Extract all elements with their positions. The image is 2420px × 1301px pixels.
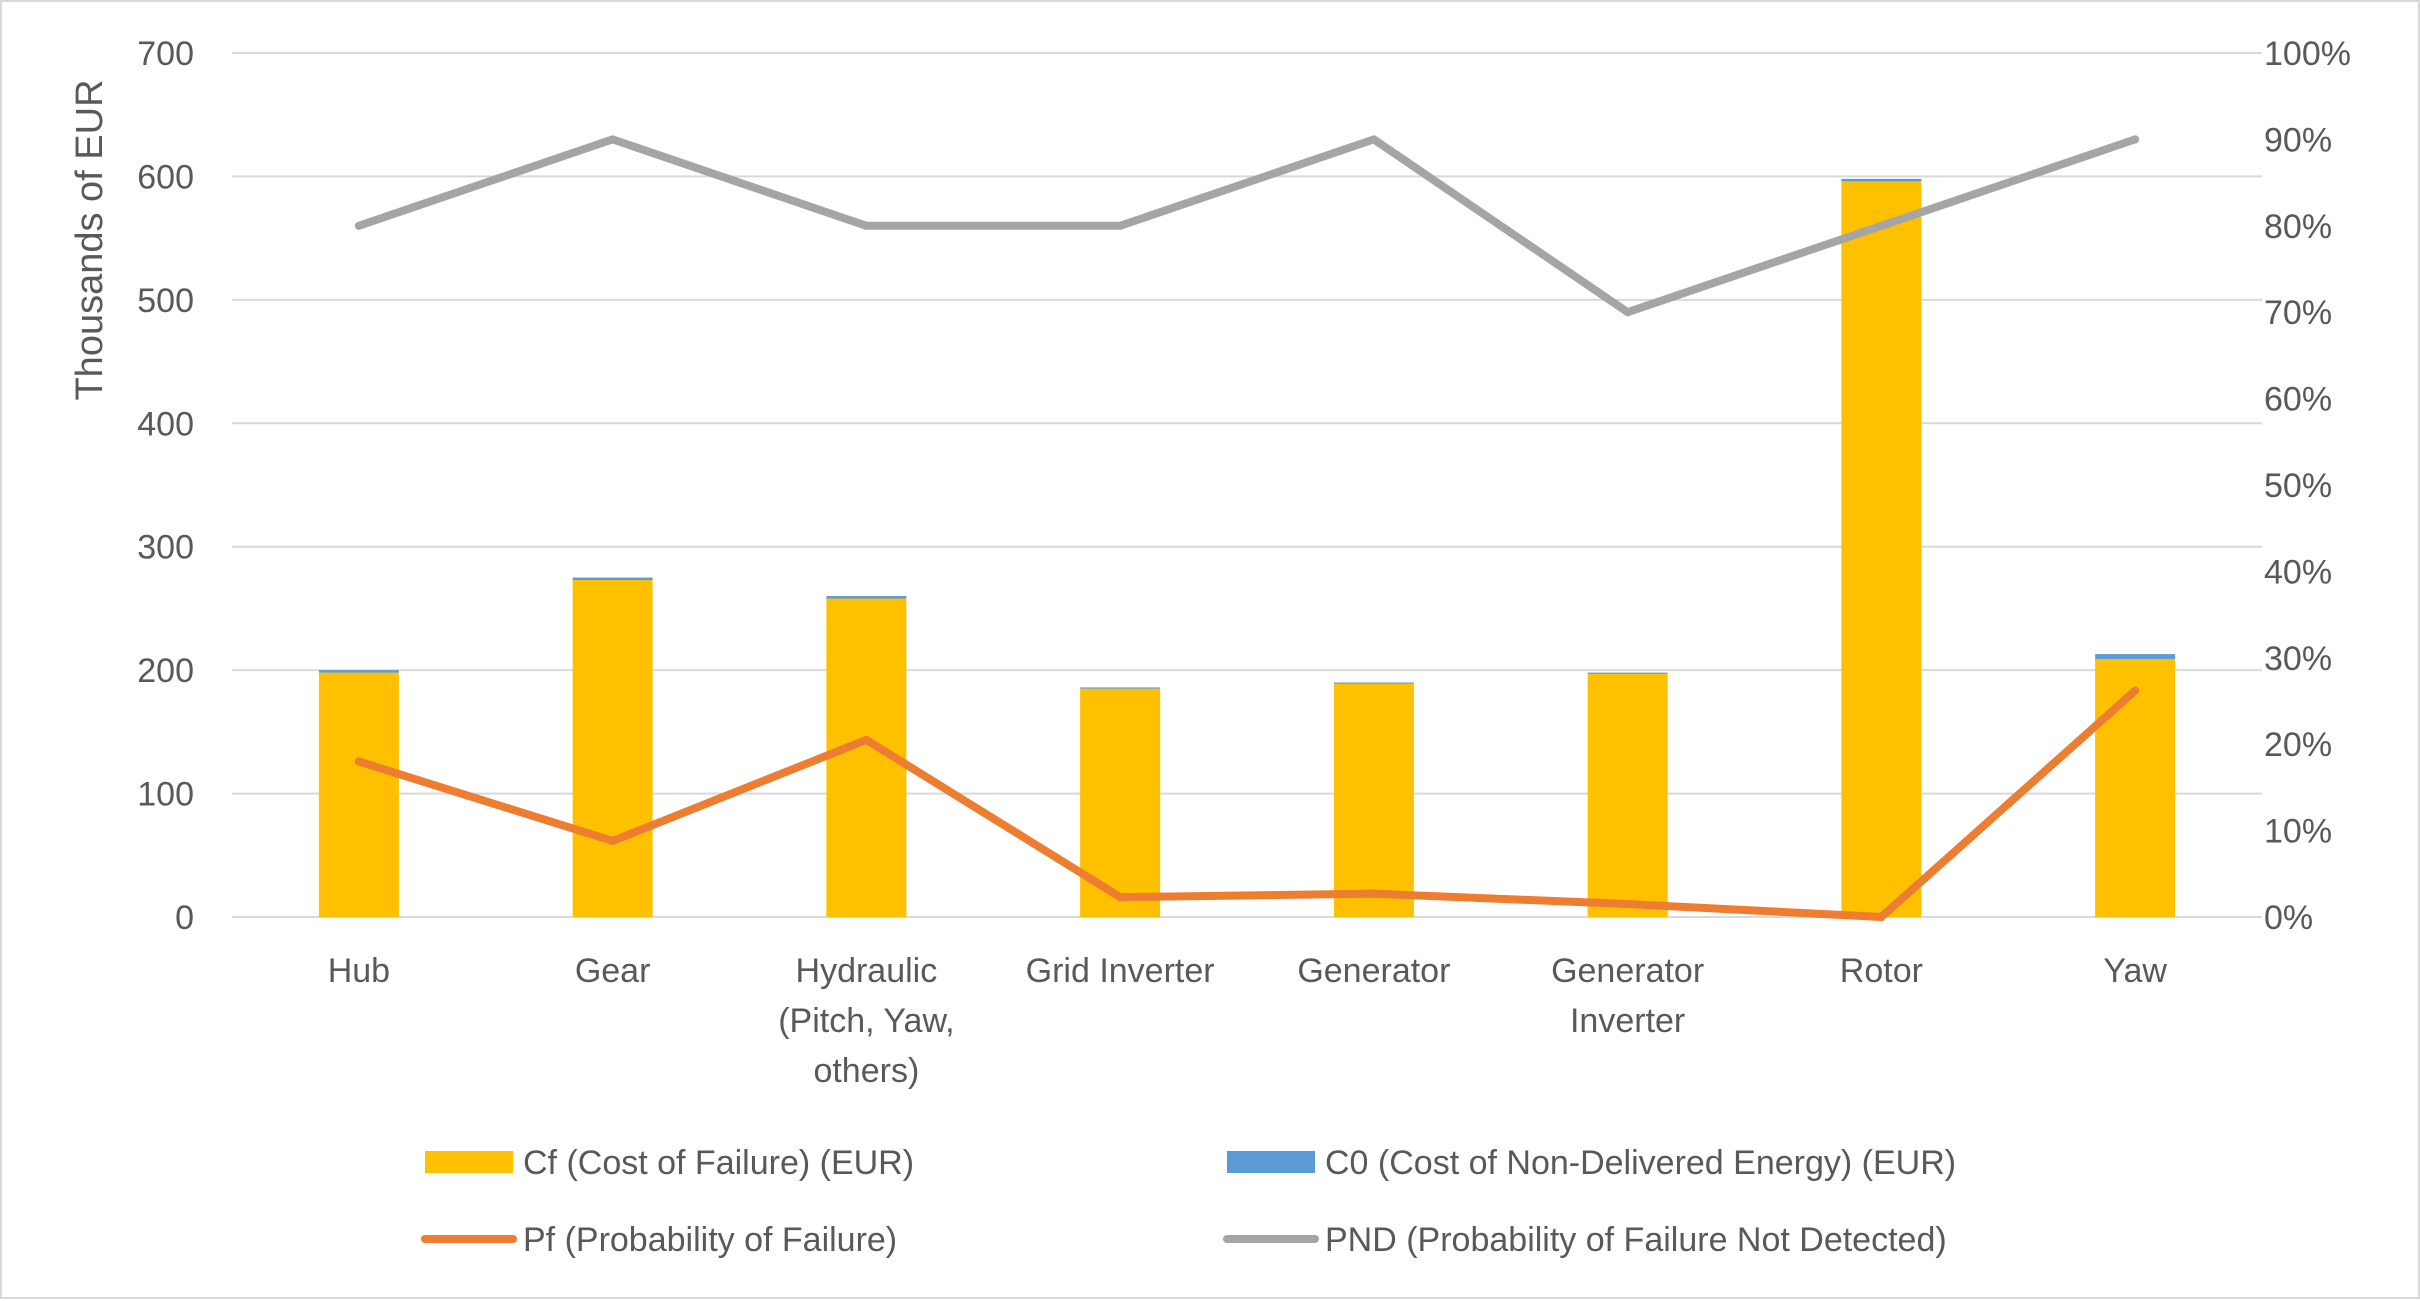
y-tick-label: 300: [137, 529, 194, 567]
line-pnd-point: [2131, 135, 2140, 144]
y-tick-label: 0: [175, 899, 194, 937]
y-tick-label: 700: [137, 35, 194, 73]
legend-label: Pf (Probability of Failure): [523, 1221, 897, 1259]
y-axis-title: Thousands of EUR: [69, 79, 111, 400]
bar-cf: [2095, 659, 2176, 917]
bar-c0: [1080, 687, 1161, 689]
bar-c0: [318, 670, 399, 673]
y-tick-label: 600: [137, 158, 194, 196]
legend: Cf (Cost of Failure) (EUR) C0 (Cost of No…: [421, 1144, 1956, 1259]
bar-c0: [1333, 682, 1414, 684]
y-tick-label: 200: [137, 652, 194, 690]
y2-tick-label: 50%: [2264, 467, 2332, 505]
line-pf-point: [2131, 686, 2140, 695]
y-tick-label: 400: [137, 405, 194, 443]
y2-tick-label: 20%: [2264, 726, 2332, 764]
x-tick-label: Generator: [1297, 952, 1450, 990]
y-axis-left: 0 100 200 300 400 500 600 700: [137, 35, 194, 937]
legend-swatch-box: [425, 1151, 513, 1173]
x-tick-label: Inverter: [1570, 1002, 1685, 1040]
x-tick-label: Yaw: [2103, 952, 2167, 990]
bar-cf: [1841, 181, 1922, 917]
x-tick-label: (Pitch, Yaw,: [778, 1002, 954, 1040]
y-tick-label: 500: [137, 282, 194, 320]
line-pf-point: [1877, 913, 1886, 921]
bar-c0: [1587, 672, 1668, 674]
line-pf-point: [608, 836, 617, 845]
line-pf-point: [354, 757, 363, 766]
y2-tick-label: 80%: [2264, 208, 2332, 246]
y2-tick-label: 10%: [2264, 813, 2332, 851]
line-pf: [354, 686, 2140, 921]
legend-label: C0 (Cost of Non-Delivered Energy) (EUR): [1325, 1144, 1956, 1182]
x-tick-label: others): [813, 1052, 919, 1090]
legend-label: Cf (Cost of Failure) (EUR): [523, 1144, 914, 1182]
line-pf-point: [1369, 889, 1378, 898]
x-tick-label: Gear: [575, 952, 651, 990]
line-pnd-point: [1877, 221, 1886, 230]
x-tick-label: Rotor: [1840, 952, 1923, 990]
line-pnd-point: [608, 135, 617, 144]
bar-cf: [1333, 683, 1414, 917]
y-tick-label: 100: [137, 776, 194, 814]
line-pf-point: [862, 735, 871, 744]
line-series: [354, 135, 2140, 921]
line-pnd-point: [1369, 135, 1378, 144]
line-pnd-point: [1116, 221, 1125, 230]
bar-c0: [572, 577, 653, 581]
bar-c0: [1841, 178, 1922, 182]
y-axis-right: 0% 10% 20% 30% 40% 50% 60% 70% 80% 90% 100%: [2264, 35, 2351, 937]
legend-label: PND (Probability of Failure Not Detected…: [1325, 1221, 1947, 1259]
line-pnd-point: [1623, 308, 1632, 317]
line-pnd-point: [354, 221, 363, 230]
gridlines: [232, 52, 2262, 918]
bar-c0: [826, 596, 907, 599]
y2-tick-label: 90%: [2264, 121, 2332, 159]
x-tick-label: Generator: [1551, 952, 1704, 990]
y2-tick-label: 0%: [2264, 899, 2313, 937]
bar-series: [318, 178, 2176, 917]
y2-tick-label: 40%: [2264, 553, 2332, 591]
y2-tick-label: 70%: [2264, 294, 2332, 332]
x-tick-label: Hydraulic: [796, 952, 938, 990]
x-tick-label: Grid Inverter: [1026, 952, 1215, 990]
bar-cf: [572, 580, 653, 917]
bar-cf: [1587, 673, 1668, 917]
line-pf-point: [1116, 893, 1125, 902]
x-tick-label: Hub: [328, 952, 390, 990]
y2-tick-label: 30%: [2264, 640, 2332, 678]
line-pnd: [354, 135, 2140, 317]
x-axis: Hub Gear Hydraulic (Pitch, Yaw, others) Grid …: [328, 952, 2168, 1090]
line-pf-point: [1623, 900, 1632, 909]
line-pnd-point: [862, 221, 871, 230]
bar-cf: [318, 672, 399, 917]
y2-tick-label: 60%: [2264, 381, 2332, 419]
bar-c0: [2095, 654, 2176, 660]
legend-swatch-box: [1227, 1151, 1315, 1173]
y2-tick-label: 100%: [2264, 35, 2351, 73]
